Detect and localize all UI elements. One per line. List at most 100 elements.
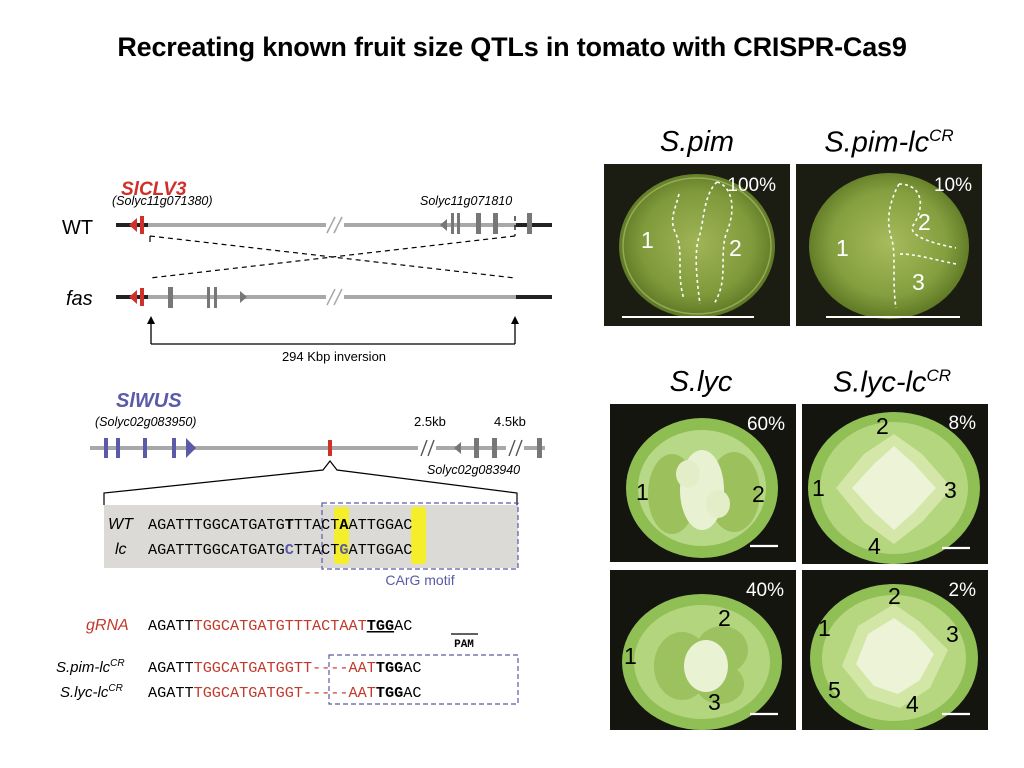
seq-wt-label: WT xyxy=(108,516,134,533)
sequence-box xyxy=(104,505,518,568)
wus-distance-2: 4.5kb xyxy=(494,414,526,429)
locule-number: 1 xyxy=(812,475,825,501)
percent-label: 40% xyxy=(746,580,784,601)
inversion-label: 294 Kbp inversion xyxy=(282,349,386,364)
seq-wt-part: AGATTTGGCATGATG xyxy=(148,516,285,534)
locule-number: 3 xyxy=(946,621,959,647)
wt-chromosome xyxy=(116,213,552,234)
locule-number: 1 xyxy=(836,235,849,261)
photo-label-text: S.pim xyxy=(659,126,735,158)
seq-lc-part: AGATTTGGCATGATG xyxy=(148,541,285,559)
carg-motif-box xyxy=(321,502,519,570)
photo-label-slyc-lc: S.lyc-lcCR xyxy=(796,366,988,400)
allele-sup: CR xyxy=(108,683,122,694)
allele-part: AC xyxy=(403,684,421,702)
locule-number: 1 xyxy=(818,615,831,641)
photo-label-sup: CR xyxy=(926,366,951,385)
gene-diagram: SlCLV3 (Solyc11g071380) Solyc11g071810 W… xyxy=(56,179,552,705)
fruit-photo-spim: 100% 1 2 xyxy=(604,164,790,326)
allele-target: GTT xyxy=(285,659,312,677)
slide-title: Recreating known fruit size QTLs in toma… xyxy=(117,32,907,62)
locule-number: 1 xyxy=(636,479,649,505)
locule-number: 2 xyxy=(876,413,889,439)
seq-wt-part: ATTGGAC xyxy=(349,516,413,534)
locule-number: 2 xyxy=(752,481,765,507)
percent-label: 2% xyxy=(949,580,977,601)
grna-sequence: AGATTTGGCATGATGTTTACTAATTGGAC xyxy=(148,617,412,635)
seq-wt-snp1: T xyxy=(285,516,294,534)
locule-number: 3 xyxy=(912,269,925,295)
locule-number: 3 xyxy=(708,689,721,715)
fruit-photo-slyc-a: 60% 1 2 xyxy=(610,404,796,562)
seq-wt-snp2: A xyxy=(339,516,349,534)
pam-label: PAM xyxy=(454,639,474,651)
allele-target: GT xyxy=(285,684,303,702)
locule-number: 4 xyxy=(868,533,881,559)
fas-label: fas xyxy=(66,288,93,310)
grna-part: AC xyxy=(394,617,412,635)
wus-neighbor-locus: Solyc02g083940 xyxy=(427,463,520,477)
photo-label-slyc: S.lyc xyxy=(606,366,796,399)
seq-lc-snp1: C xyxy=(285,541,294,559)
locule-number: 5 xyxy=(828,677,841,703)
clv3-locus: (Solyc11g071380) xyxy=(112,194,213,208)
allele-target: TGGCATGATG xyxy=(194,684,285,702)
locule-number: 2 xyxy=(718,605,731,631)
allele-label-slyc: S.lyc-lcCR xyxy=(60,683,123,701)
allele-sup: CR xyxy=(110,658,124,669)
carg-motif-label: CArG motif xyxy=(385,572,454,588)
seq-lc-part: ATTGGAC xyxy=(349,541,413,559)
photo-label-spim-lc: S.pim-lcCR xyxy=(796,126,982,160)
allele-name: S.pim-lc xyxy=(56,659,111,676)
locule-number: 2 xyxy=(729,235,742,261)
fruit-photo-spim-lc: 10% 1 2 3 xyxy=(796,164,982,326)
seq-lc: AGATTTGGCATGATGCTTACTGATTGGAC xyxy=(148,541,412,559)
fruit-photo-slyc-lc-b: 2% 2 1 3 5 4 xyxy=(802,570,988,730)
allele-target: TGGCATGATG xyxy=(194,659,285,677)
locule-number: 2 xyxy=(888,583,901,609)
percent-label: 8% xyxy=(949,413,977,434)
seq-wt: AGATTTGGCATGATGTTTACTAATTGGAC xyxy=(148,516,412,534)
allele-part: AGATT xyxy=(148,684,194,702)
allele-target: AAT xyxy=(349,659,376,677)
grna-target: TGGCATGATGTTTACTAAT xyxy=(194,617,367,635)
photo-label-text: S.lyc-lc xyxy=(832,366,927,399)
fruit-photo-slyc-lc-a: 8% 2 1 3 4 xyxy=(802,404,988,564)
locule-number: 1 xyxy=(641,227,654,253)
allele-part: AC xyxy=(403,659,421,677)
allele-name: S.lyc-lc xyxy=(60,684,109,701)
fruit-photo-slyc-b: 40% 2 1 3 xyxy=(610,570,796,730)
wus-gene-name: SlWUS xyxy=(116,390,182,412)
allele-seq-slyc: AGATTTGGCATGATGGT-----AATTGGAC xyxy=(148,684,421,702)
locule-number: 1 xyxy=(624,643,637,669)
allele-pam: TGG xyxy=(376,659,403,677)
allele-pam: TGG xyxy=(376,684,403,702)
wus-chromosome xyxy=(90,438,545,458)
inversion-bracket xyxy=(147,316,519,345)
clv3-gene-name: SlCLV3 xyxy=(121,179,187,200)
percent-label: 60% xyxy=(747,414,785,435)
locule-number: 4 xyxy=(906,691,919,717)
percent-label: 100% xyxy=(727,175,776,196)
percent-label: 10% xyxy=(934,175,972,196)
grna-part: AGATT xyxy=(148,617,194,635)
clv3-neighbor-locus: Solyc11g071810 xyxy=(420,194,512,208)
allele-gap: ---- xyxy=(312,659,348,677)
allele-target: AAT xyxy=(349,684,376,702)
wus-locus: (Solyc02g083950) xyxy=(95,415,196,429)
locule-number: 2 xyxy=(918,209,931,235)
photo-label-text: S.pim-lc xyxy=(824,126,930,159)
photo-label-text: S.lyc xyxy=(669,366,733,398)
fas-chromosome xyxy=(116,287,552,308)
deletion-box xyxy=(328,654,519,705)
wus-distance-1: 2.5kb xyxy=(414,414,446,429)
allele-part: AGATT xyxy=(148,659,194,677)
grna-pam-seq: TGG xyxy=(367,617,394,635)
photo-label-sup: CR xyxy=(929,126,954,145)
allele-label-spim: S.pim-lcCR xyxy=(56,658,125,676)
locule-number: 3 xyxy=(944,477,957,503)
photo-label-spim: S.pim xyxy=(604,126,790,159)
wt-label: WT xyxy=(62,217,93,239)
grna-label: gRNA xyxy=(86,617,129,634)
